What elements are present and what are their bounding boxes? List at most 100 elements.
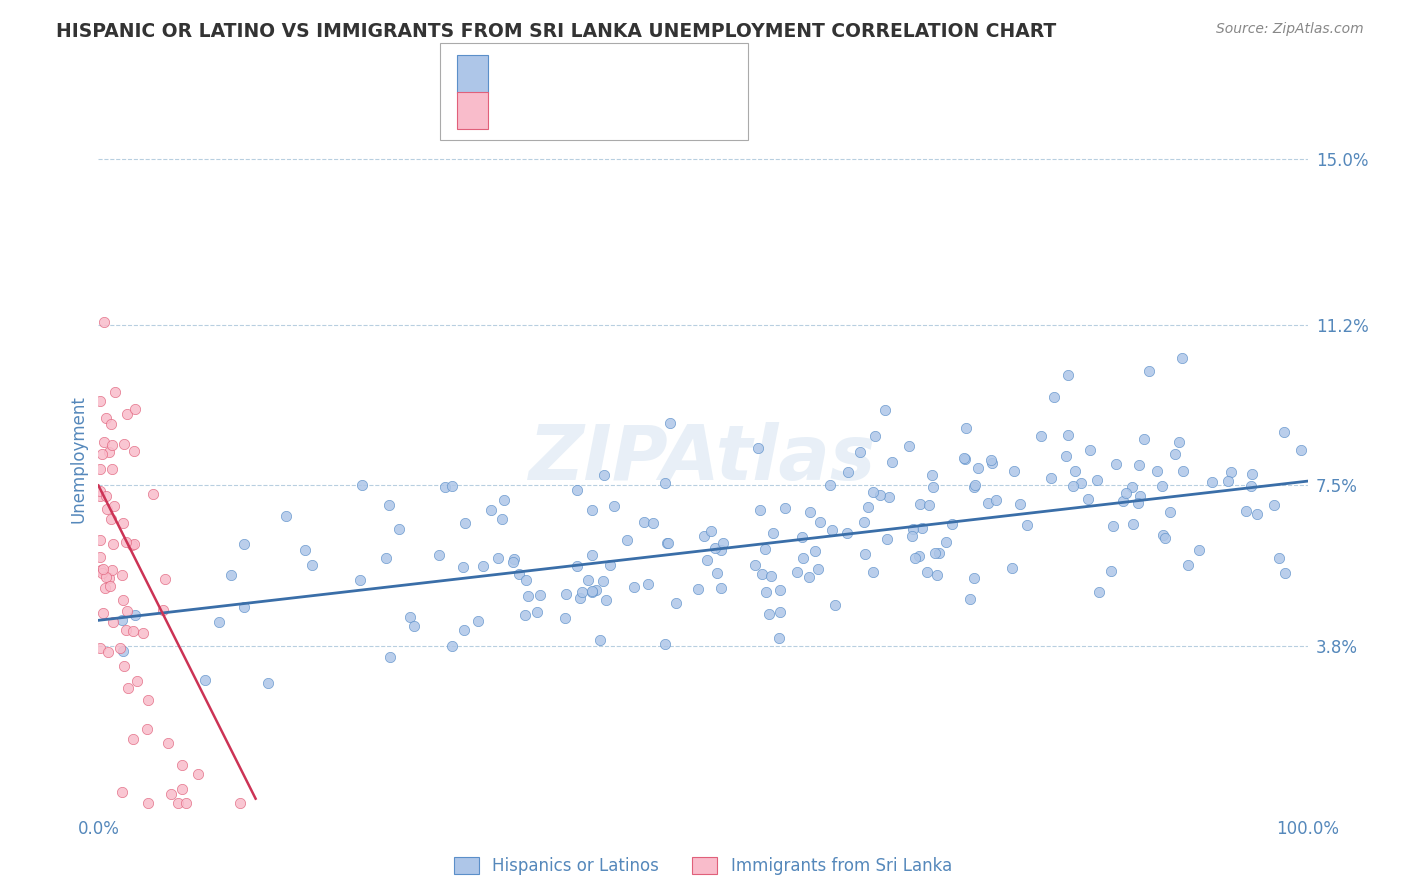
Point — [156, 736, 179, 750]
Point — [503, 552, 526, 566]
Point — [115, 604, 138, 618]
Point — [93, 581, 115, 595]
Point — [526, 606, 548, 620]
Point — [824, 599, 846, 613]
Point — [1002, 465, 1025, 479]
Point — [820, 523, 842, 537]
Point — [911, 521, 934, 535]
Point — [479, 502, 502, 516]
Point — [703, 541, 725, 555]
Point — [453, 624, 475, 638]
Point — [233, 536, 256, 550]
Point — [93, 562, 115, 576]
Point — [554, 610, 576, 624]
Point — [602, 499, 624, 513]
Point — [122, 444, 145, 458]
Point — [97, 445, 120, 459]
Point — [1159, 505, 1181, 519]
Point — [378, 498, 401, 512]
Point — [959, 592, 981, 607]
Point — [808, 516, 831, 530]
Point — [1173, 464, 1195, 478]
Point — [1216, 474, 1239, 488]
Point — [1201, 475, 1223, 490]
Point — [790, 530, 813, 544]
Point — [135, 722, 157, 736]
Point — [1146, 465, 1168, 479]
Point — [104, 384, 127, 399]
Point — [853, 547, 876, 561]
Point — [962, 571, 984, 585]
Point — [1167, 435, 1189, 450]
Point — [571, 584, 593, 599]
Point — [100, 512, 122, 526]
Point — [792, 551, 814, 566]
Point — [90, 563, 112, 577]
Point — [111, 785, 134, 799]
Point — [941, 516, 963, 531]
Point — [124, 607, 146, 622]
Point — [454, 516, 477, 530]
Point — [1010, 497, 1032, 511]
Point — [655, 535, 678, 549]
Point — [1112, 494, 1135, 508]
Point — [1234, 504, 1257, 518]
Point — [935, 534, 957, 549]
Point — [117, 681, 139, 695]
Point — [901, 522, 924, 536]
Point — [925, 568, 948, 582]
Point — [89, 484, 111, 499]
Point — [256, 675, 278, 690]
Point — [467, 615, 489, 629]
Point — [706, 566, 728, 581]
Text: 0.708: 0.708 — [538, 65, 593, 83]
Point — [554, 587, 576, 601]
Point — [849, 444, 872, 458]
Point — [1137, 364, 1160, 378]
Point — [90, 447, 112, 461]
Point — [576, 573, 599, 587]
Point — [167, 796, 190, 810]
Point — [97, 571, 120, 585]
Point — [98, 579, 121, 593]
Point — [747, 441, 769, 455]
Point — [568, 591, 591, 605]
Point — [1220, 465, 1243, 479]
Point — [112, 516, 135, 530]
Point — [122, 624, 145, 638]
Y-axis label: Unemployment: Unemployment — [69, 395, 87, 524]
Point — [219, 567, 242, 582]
Point — [427, 549, 450, 563]
Point — [101, 537, 124, 551]
Point — [768, 631, 790, 645]
Point — [924, 546, 946, 560]
Point — [1085, 473, 1108, 487]
Point — [1128, 458, 1150, 472]
Point — [616, 533, 638, 547]
Point — [94, 489, 117, 503]
Text: -0.323: -0.323 — [538, 102, 600, 120]
Point — [232, 600, 254, 615]
Point — [1088, 585, 1111, 599]
Point — [869, 488, 891, 502]
Point — [589, 633, 612, 648]
Point — [89, 394, 111, 409]
Point — [508, 566, 530, 581]
Point — [880, 455, 903, 469]
Text: HISPANIC OR LATINO VS IMMIGRANTS FROM SRI LANKA UNEMPLOYMENT CORRELATION CHART: HISPANIC OR LATINO VS IMMIGRANTS FROM SR… — [56, 22, 1056, 41]
Point — [875, 402, 897, 417]
Point — [980, 452, 1002, 467]
Point — [818, 478, 841, 492]
Point — [863, 429, 886, 443]
Point — [89, 489, 111, 503]
Point — [759, 569, 782, 583]
Point — [433, 480, 456, 494]
Point — [301, 558, 323, 572]
Point — [115, 623, 138, 637]
Point — [761, 526, 783, 541]
Point — [155, 572, 177, 586]
Point — [981, 456, 1004, 470]
Point — [103, 500, 125, 514]
Point — [93, 434, 115, 449]
Point — [187, 766, 209, 780]
